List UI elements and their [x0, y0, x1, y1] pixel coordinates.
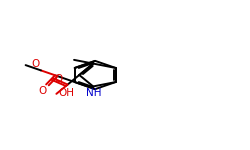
Text: O: O [54, 74, 63, 84]
Text: O: O [38, 86, 46, 96]
Text: NH: NH [86, 88, 102, 98]
Text: O: O [32, 59, 40, 69]
Text: OH: OH [59, 88, 75, 98]
